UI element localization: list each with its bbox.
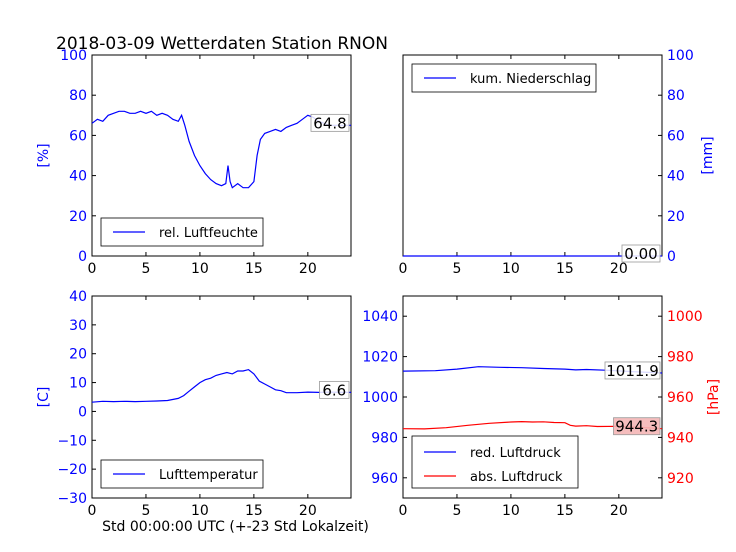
x-tick-label: 5 [141,261,150,277]
y-tick-label-right: 920 [667,471,694,487]
y-tick-label-right: 940 [667,430,694,446]
value-box [310,113,350,132]
legend-box [411,435,579,489]
x-tick-label: 15 [556,503,574,519]
series-line-humidity-0 [91,110,351,189]
y-tick-label: −20 [57,462,87,478]
last-value-label: 944.3 [615,418,658,436]
y-tick-label: 1040 [362,309,398,325]
y-tick-label-right: 20 [667,209,685,225]
y-tick-label: 10 [69,376,87,392]
y-tick-label: 20 [69,209,87,225]
y-tick-label: 1020 [362,350,398,366]
y-axis-label-right: [hPa] [706,379,722,415]
figure-title: 2018-03-09 Wetterdaten Station RNON [56,34,388,54]
x-tick-label: 20 [299,503,317,519]
x-tick-label: 5 [452,503,461,519]
x-tick-label: 10 [191,261,209,277]
y-tick-label-right: 0 [667,249,676,265]
x-tick-label: 10 [191,503,209,519]
value-box [319,380,350,399]
series-line-temperature-0 [91,368,351,403]
y-tick-label: −10 [57,433,87,449]
last-value-label: 6.6 [322,381,346,399]
y-tick-label-right: 980 [667,350,694,366]
y-tick-label: 30 [69,318,87,334]
panel-pressure [402,295,663,499]
legend-label: Lufttemperatur [159,468,258,483]
y-tick-label-right: 100 [667,48,694,64]
x-tick-label: 5 [452,261,461,277]
x-tick-label: 20 [610,503,628,519]
x-tick-label: 0 [399,261,408,277]
x-tick-label: 15 [245,261,263,277]
legend-label: rel. Luftfeuchte [159,226,258,241]
panel-humidity [91,54,352,257]
y-tick-label: 60 [69,128,87,144]
y-axis-label: [C] [36,387,52,408]
y-tick-label: 40 [69,169,87,185]
last-value-label: 1011.9 [606,362,659,380]
x-tick-label: 0 [399,503,408,519]
y-tick-label: 100 [60,48,87,64]
value-box [604,361,661,380]
y-tick-label-right: 960 [667,390,694,406]
y-tick-label-right: 1000 [667,309,703,325]
y-tick-label: 0 [78,404,87,420]
panel-precipitation [402,54,663,263]
x-tick-label: 20 [610,261,628,277]
last-value-label: 0.00 [624,245,657,263]
x-tick-label: 10 [502,261,520,277]
y-tick-label: −30 [57,491,87,507]
y-tick-label: 960 [371,471,398,487]
axes-frame [91,54,352,257]
panel-temperature [91,295,352,499]
legend-label: abs. Luftdruck [470,470,563,485]
last-value-label: 64.8 [313,114,346,132]
axes-frame [91,295,352,499]
x-tick-label: 5 [141,503,150,519]
legend-label: red. Luftdruck [470,446,561,461]
x-tick-label: 0 [88,503,97,519]
legend-label: kum. Niederschlag [470,72,591,87]
y-tick-label-right: 40 [667,169,685,185]
y-tick-label: 80 [69,88,87,104]
y-axis-label: [%] [36,143,52,167]
y-tick-label: 0 [78,249,87,265]
x-tick-label: 15 [245,503,263,519]
value-box [613,417,661,436]
y-tick-label: 1000 [362,390,398,406]
y-tick-label: 980 [371,430,398,446]
value-box [621,244,661,263]
y-tick-label: 40 [69,289,87,305]
series-line-pressure-1 [402,420,663,430]
x-tick-label: 10 [502,503,520,519]
x-tick-label: 0 [88,261,97,277]
x-axis-label: Std 00:00:00 UTC (+-23 Std Lokalzeit) [102,519,369,535]
y-axis-label: [mm] [700,136,716,174]
x-tick-label: 15 [556,261,574,277]
y-tick-label-right: 60 [667,128,685,144]
x-tick-label: 20 [299,261,317,277]
y-tick-label-right: 80 [667,88,685,104]
y-tick-label: 20 [69,347,87,363]
